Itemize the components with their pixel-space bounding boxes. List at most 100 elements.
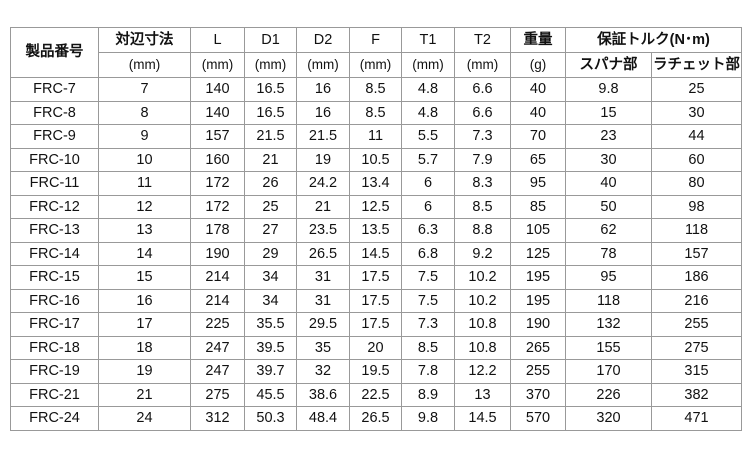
table-cell: 21 — [244, 147, 297, 172]
table-cell: 40 — [510, 77, 566, 102]
table-cell: 10 — [98, 147, 191, 172]
table-cell: 312 — [190, 406, 245, 431]
table-cell: FRC-24 — [10, 406, 99, 431]
table-cell: 247 — [190, 335, 245, 360]
table-cell: 25 — [651, 77, 742, 102]
table-cell: 8.5 — [401, 335, 455, 360]
table-cell: 85 — [510, 194, 566, 219]
table-cell: 50.3 — [244, 406, 297, 431]
table-cell: 370 — [510, 382, 566, 407]
table-cell: 315 — [651, 359, 742, 384]
table-cell: 247 — [190, 359, 245, 384]
table-cell: 65 — [510, 147, 566, 172]
table-cell: 45.5 — [244, 382, 297, 407]
table-cell: FRC-15 — [10, 265, 99, 290]
table-cell: 6.8 — [401, 241, 455, 266]
table-cell: 157 — [651, 241, 742, 266]
table-cell: 140 — [190, 100, 245, 125]
table-cell: FRC-7 — [10, 77, 99, 102]
unit-mm: (mm) — [98, 52, 191, 78]
table-cell: 6.6 — [454, 77, 511, 102]
table-cell: 160 — [190, 147, 245, 172]
table-cell: FRC-13 — [10, 218, 99, 243]
table-cell: 7.5 — [401, 288, 455, 313]
table-cell: 4.8 — [401, 100, 455, 125]
table-cell: 172 — [190, 171, 245, 196]
table-cell: 17.5 — [349, 288, 402, 313]
table-cell: 31 — [296, 288, 350, 313]
table-cell: 34 — [244, 265, 297, 290]
table-cell: 105 — [510, 218, 566, 243]
table-cell: 9.8 — [401, 406, 455, 431]
header-ratchet: ラチェット部 — [651, 52, 742, 78]
table-cell: 7.3 — [454, 124, 511, 149]
table-cell: FRC-11 — [10, 171, 99, 196]
table-cell: FRC-12 — [10, 194, 99, 219]
table-cell: 14 — [98, 241, 191, 266]
table-cell: 21.5 — [296, 124, 350, 149]
table-cell: 186 — [651, 265, 742, 290]
table-cell: 10.2 — [454, 288, 511, 313]
table-cell: 214 — [190, 265, 245, 290]
table-cell: 320 — [565, 406, 652, 431]
table-row: FRC-24 24 312 50.3 48.4 26.5 9.8 14.5 570 320 471 — [10, 406, 742, 431]
table-cell: 34 — [244, 288, 297, 313]
table-cell: 10.8 — [454, 312, 511, 337]
table-cell: 178 — [190, 218, 245, 243]
table-cell: 6.6 — [454, 100, 511, 125]
table-cell: 78 — [565, 241, 652, 266]
table-cell: 118 — [565, 288, 652, 313]
table-cell: 5.7 — [401, 147, 455, 172]
table-cell: 30 — [565, 147, 652, 172]
table-cell: 30 — [651, 100, 742, 125]
table-cell: 19 — [98, 359, 191, 384]
table-cell: 195 — [510, 288, 566, 313]
table-cell: 23.5 — [296, 218, 350, 243]
table-cell: 11 — [349, 124, 402, 149]
table-cell: 38.6 — [296, 382, 350, 407]
table-cell: 7 — [98, 77, 191, 102]
table-cell: 26.5 — [349, 406, 402, 431]
unit-mm: (mm) — [349, 52, 402, 78]
table-cell: 214 — [190, 288, 245, 313]
table-cell: 21.5 — [244, 124, 297, 149]
table-row: FRC-12 12 172 25 21 12.5 6 8.5 85 50 98 — [10, 194, 742, 219]
table-cell: 24.2 — [296, 171, 350, 196]
table-row: FRC-13 13 178 27 23.5 13.5 6.3 8.8 105 62 118 — [10, 218, 742, 243]
table-cell: 170 — [565, 359, 652, 384]
table-cell: 125 — [510, 241, 566, 266]
table-cell: 7.5 — [401, 265, 455, 290]
table-cell: 13.5 — [349, 218, 402, 243]
table-row: FRC-10 10 160 21 19 10.5 5.7 7.9 65 30 60 — [10, 147, 742, 172]
table-cell: 471 — [651, 406, 742, 431]
table-cell: 48.4 — [296, 406, 350, 431]
unit-mm: (mm) — [190, 52, 245, 78]
table-cell: 35.5 — [244, 312, 297, 337]
table-cell: 11 — [98, 171, 191, 196]
table-row: FRC-15 15 214 34 31 17.5 7.5 10.2 195 95 186 — [10, 265, 742, 290]
table-cell: 16.5 — [244, 100, 297, 125]
table-cell: 9.8 — [565, 77, 652, 102]
table-cell: 21 — [98, 382, 191, 407]
header-width-across: 対辺寸法 — [98, 27, 191, 53]
table-cell: 12 — [98, 194, 191, 219]
table-cell: FRC-10 — [10, 147, 99, 172]
table-body: FRC-7 7 140 16.5 16 8.5 4.8 6.6 40 9.8 25 FRC-8 8 140… — [10, 77, 742, 431]
table-cell: 275 — [651, 335, 742, 360]
table-cell: 8.5 — [349, 100, 402, 125]
table-cell: 20 — [349, 335, 402, 360]
header-spanner: スパナ部 — [565, 52, 652, 78]
table-cell: 6 — [401, 194, 455, 219]
table-cell: 27 — [244, 218, 297, 243]
table-row: FRC-7 7 140 16.5 16 8.5 4.8 6.6 40 9.8 25 — [10, 77, 742, 102]
table-cell: 70 — [510, 124, 566, 149]
table-cell: 25 — [244, 194, 297, 219]
table-cell: 15 — [98, 265, 191, 290]
table-cell: 12.5 — [349, 194, 402, 219]
table-cell: 255 — [651, 312, 742, 337]
table-cell: 19.5 — [349, 359, 402, 384]
table-cell: 226 — [565, 382, 652, 407]
table-cell: 98 — [651, 194, 742, 219]
table-cell: 13 — [454, 382, 511, 407]
table-row: FRC-8 8 140 16.5 16 8.5 4.8 6.6 40 15 30 — [10, 100, 742, 125]
